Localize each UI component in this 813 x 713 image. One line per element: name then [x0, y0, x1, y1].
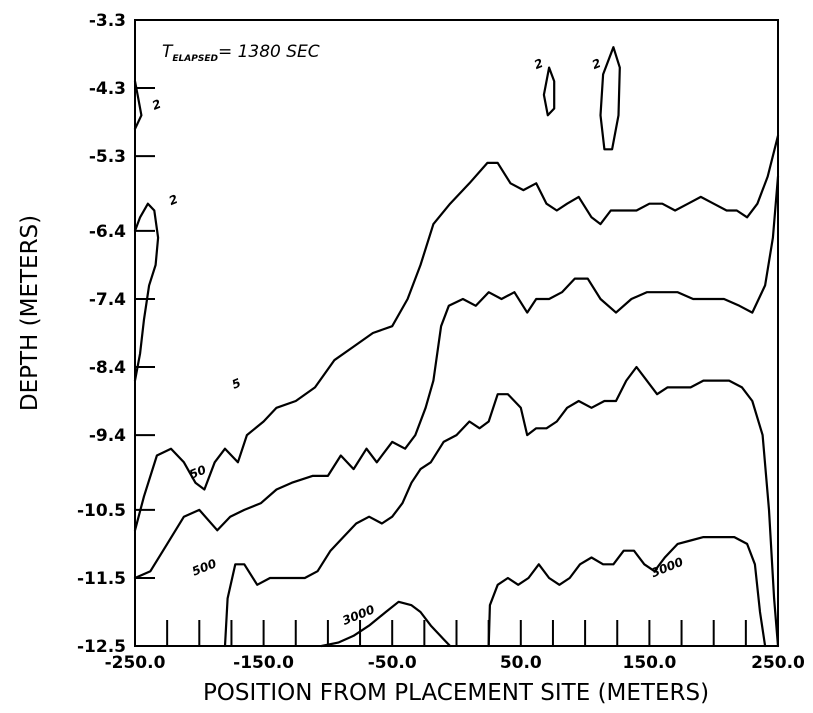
contour-label-2: 2	[590, 56, 603, 72]
contour-line-50	[133, 175, 780, 580]
y-tick-label: -10.5	[77, 501, 126, 521]
contour-label-3000: 3000	[649, 555, 685, 580]
x-tick-label: 50.0	[500, 653, 542, 673]
x-tick-label: -250.0	[105, 653, 166, 673]
y-tick-label: -8.4	[89, 358, 126, 378]
contour-label-2: 2	[532, 56, 545, 72]
contour-line-2	[542, 66, 556, 117]
y-tick-labels: -3.3 -4.3 -5.3 -6.4 -7.4 -8.4 -9.4 -10.5 -11.5 -1…	[77, 11, 126, 657]
contour-label-5: 5	[230, 376, 243, 392]
annotation-subscript: ELAPSED	[172, 54, 218, 64]
contour-label-2: 2	[167, 192, 180, 208]
y-tick-label: -5.3	[89, 147, 126, 167]
contour-line-2	[599, 46, 621, 151]
y-axis-title: DEPTH (METERS)	[17, 215, 43, 411]
y-tick-label: -6.4	[89, 222, 126, 242]
y-tick-label: -3.3	[89, 11, 126, 31]
elapsed-time-annotation: TELAPSED= 1380 SEC	[162, 42, 320, 64]
contour-label-500: 500	[190, 556, 218, 578]
annotation-value: = 1380 SEC	[218, 42, 320, 62]
contour-line-2	[133, 202, 160, 382]
contour-line-3000	[320, 600, 452, 648]
contour-line-3000	[487, 535, 767, 648]
contour-lines	[133, 46, 780, 648]
y-tick-label: -9.4	[89, 426, 126, 446]
y-tick-label: -11.5	[77, 569, 126, 589]
x-axis-title: POSITION FROM PLACEMENT SITE (METERS)	[203, 680, 709, 706]
contour-label-2: 2	[150, 97, 163, 113]
contour-line-2	[133, 80, 143, 130]
x-tick-label: 150.0	[623, 653, 677, 673]
contour-line-500	[223, 365, 780, 648]
contour-label-50: 50	[187, 463, 208, 482]
y-tick-label: -12.5	[77, 637, 126, 657]
x-tick-label: 250.0	[751, 653, 805, 673]
x-tick-label: -50.0	[368, 653, 417, 673]
y-tick-label: -7.4	[89, 290, 126, 310]
contour-line-5	[133, 134, 780, 532]
plot-frame	[134, 19, 779, 647]
annotation-prefix: T	[162, 42, 174, 62]
x-tick-labels: -250.0 -150.0 -50.0 50.0 150.0 250.0	[105, 653, 805, 673]
x-tick-label: -150.0	[233, 653, 294, 673]
y-tick-label: -4.3	[89, 79, 126, 99]
